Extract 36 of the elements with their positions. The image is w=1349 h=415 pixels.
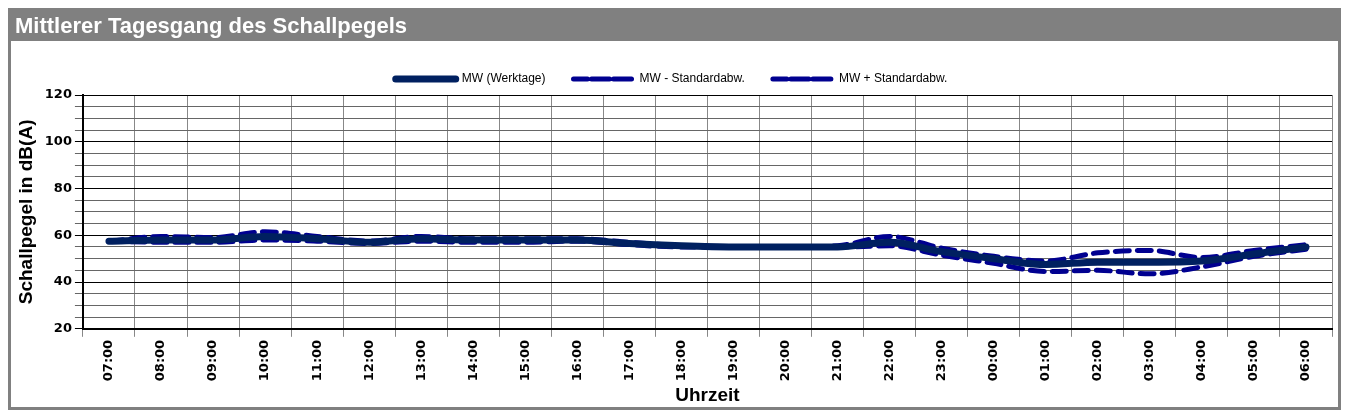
x-axis-title: Uhrzeit bbox=[675, 383, 741, 405]
x-tick-label: 19:00 bbox=[724, 339, 740, 382]
x-tick-label: 04:00 bbox=[1193, 339, 1209, 382]
legend-label: MW - Standardabw. bbox=[639, 71, 745, 86]
y-tick-label: 80 bbox=[53, 179, 72, 195]
y-tick-label: 100 bbox=[44, 133, 72, 149]
x-tick-label: 20:00 bbox=[776, 339, 792, 382]
x-tick-label: 13:00 bbox=[412, 339, 428, 382]
legend-label: MW + Standardabw. bbox=[838, 71, 948, 86]
x-tick-label: 01:00 bbox=[1037, 339, 1053, 382]
y-tick-label: 120 bbox=[44, 86, 72, 102]
y-axis-title: Schallpegel in dB(A) bbox=[14, 119, 36, 305]
x-tick-label: 02:00 bbox=[1089, 339, 1105, 382]
x-tick-label: 21:00 bbox=[828, 339, 844, 382]
x-tick-label: 15:00 bbox=[516, 339, 532, 382]
x-tick-label: 12:00 bbox=[360, 339, 376, 382]
y-tick-label: 60 bbox=[53, 226, 72, 242]
x-tick-label: 03:00 bbox=[1141, 339, 1157, 382]
chart-title: Mittlerer Tagesgang des Schallpegels bbox=[11, 11, 1338, 41]
x-tick-label: 18:00 bbox=[672, 339, 688, 382]
x-tick-label: 08:00 bbox=[152, 339, 168, 382]
x-tick-label: 16:00 bbox=[568, 339, 584, 382]
legend-label: MW (Werktage) bbox=[461, 71, 546, 86]
x-tick-label: 11:00 bbox=[308, 339, 324, 382]
x-tick-label: 07:00 bbox=[100, 339, 116, 382]
x-tick-label: 23:00 bbox=[933, 339, 949, 382]
x-tick-label: 06:00 bbox=[1297, 339, 1313, 382]
y-tick-label: 40 bbox=[53, 273, 72, 289]
x-tick-label: 05:00 bbox=[1245, 339, 1261, 382]
x-tick-label: 14:00 bbox=[464, 339, 480, 382]
x-tick-label: 17:00 bbox=[620, 339, 636, 382]
x-tick-label: 10:00 bbox=[256, 339, 272, 382]
x-tick-label: 00:00 bbox=[985, 339, 1001, 382]
x-tick-label: 22:00 bbox=[881, 339, 896, 382]
y-tick-label: 20 bbox=[53, 320, 72, 336]
x-tick-label: 09:00 bbox=[204, 339, 220, 382]
